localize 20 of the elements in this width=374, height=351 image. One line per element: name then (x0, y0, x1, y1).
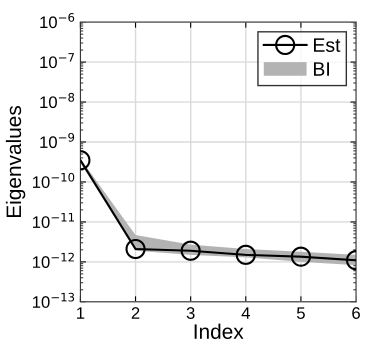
legend-label: Est (314, 38, 340, 52)
y-tick-label: 10$^{−8}$ (40, 92, 74, 108)
y-axis-title: Eigenvalues (6, 106, 26, 218)
x-tick-label: 4 (242, 307, 250, 319)
y-tick-label: 10$^{−11}$ (32, 212, 74, 228)
y-tick-label: 10$^{−10}$ (32, 172, 74, 188)
point (236, 244, 256, 265)
y-tick-label: 10$^{−12}$ (32, 252, 74, 268)
x-axis-title: Index (194, 324, 244, 339)
y-tick-label: 10$^{−13}$ (32, 292, 74, 308)
x-tick-label: 3 (186, 307, 195, 319)
y-tick-label: 10$^{−9}$ (40, 132, 74, 148)
x-tick-label: 2 (132, 307, 140, 319)
legend-label: BI (314, 62, 329, 76)
point (180, 240, 201, 261)
x-tick-label: 1 (77, 307, 84, 319)
y-tick-label: 10$^{−6}$ (40, 12, 74, 28)
x-tick-label: 5 (296, 307, 305, 319)
x-tick-label: 6 (352, 307, 360, 319)
y-tick-label: 10$^{−7}$ (40, 53, 74, 68)
